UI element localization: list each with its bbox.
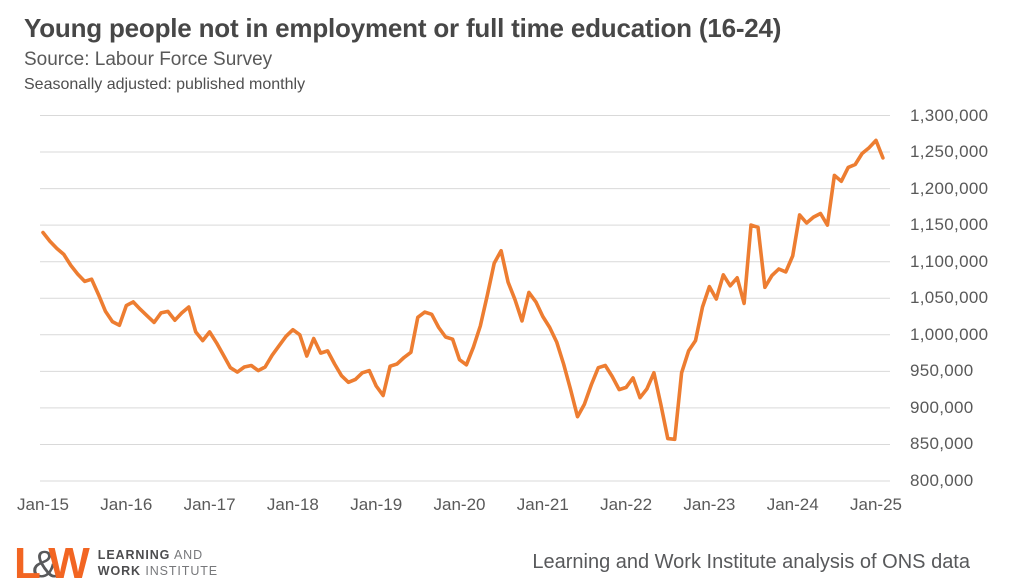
y-tick-label: 1,050,000 xyxy=(910,288,989,308)
logo-ampersand: & xyxy=(31,544,58,586)
attribution-text: Learning and Work Institute analysis of … xyxy=(532,551,970,573)
y-tick-label: 1,000,000 xyxy=(910,324,989,344)
x-tick-label: Jan-18 xyxy=(266,495,319,514)
lw-logo-mark: L & W xyxy=(14,539,90,586)
y-tick-label: 900,000 xyxy=(910,397,974,417)
logo-wordmark: LEARNING AND WORK INSTITUTE xyxy=(98,548,218,579)
y-tick-label: 1,250,000 xyxy=(910,142,989,162)
x-tick-label: Jan-24 xyxy=(766,495,819,514)
x-tick-label: Jan-23 xyxy=(683,495,736,514)
logo-line1-rest: AND xyxy=(170,548,204,563)
y-tick-label: 1,150,000 xyxy=(910,215,989,235)
y-tick-label: 800,000 xyxy=(910,471,974,490)
trend-line xyxy=(41,138,885,442)
x-tick-label: Jan-25 xyxy=(850,495,902,514)
x-tick-label: Jan-15 xyxy=(17,495,69,514)
x-tick-label: Jan-17 xyxy=(183,495,236,514)
logo-line2-rest: INSTITUTE xyxy=(140,564,219,578)
chart-header: Young people not in employment or full t… xyxy=(24,13,984,94)
lw-institute-logo: L & W LEARNING AND WORK INSTITUTE xyxy=(14,542,218,586)
x-tick-label: Jan-20 xyxy=(433,495,486,514)
x-tick-label: Jan-16 xyxy=(100,495,153,514)
logo-letter-w: W xyxy=(48,539,90,586)
x-tick-label: Jan-21 xyxy=(516,495,569,514)
y-tick-label: 950,000 xyxy=(910,361,974,381)
chart-source: Source: Labour Force Survey xyxy=(24,48,273,70)
logo-line2-bold: WORK xyxy=(97,564,141,578)
x-tick-label: Jan-22 xyxy=(600,495,653,514)
logo-letter-l: L xyxy=(14,539,41,586)
logo-line1-bold: LEARNING xyxy=(97,548,171,563)
chart-note: Seasonally adjusted: published monthly xyxy=(24,75,306,93)
x-tick-label: Jan-19 xyxy=(350,495,403,514)
y-tick-label: 1,100,000 xyxy=(910,251,989,271)
y-tick-label: 850,000 xyxy=(910,434,974,454)
y-tick-label: 1,200,000 xyxy=(910,178,989,198)
y-tick-label: 1,300,000 xyxy=(910,105,989,125)
chart-title: Young people not in employment or full t… xyxy=(24,13,782,43)
